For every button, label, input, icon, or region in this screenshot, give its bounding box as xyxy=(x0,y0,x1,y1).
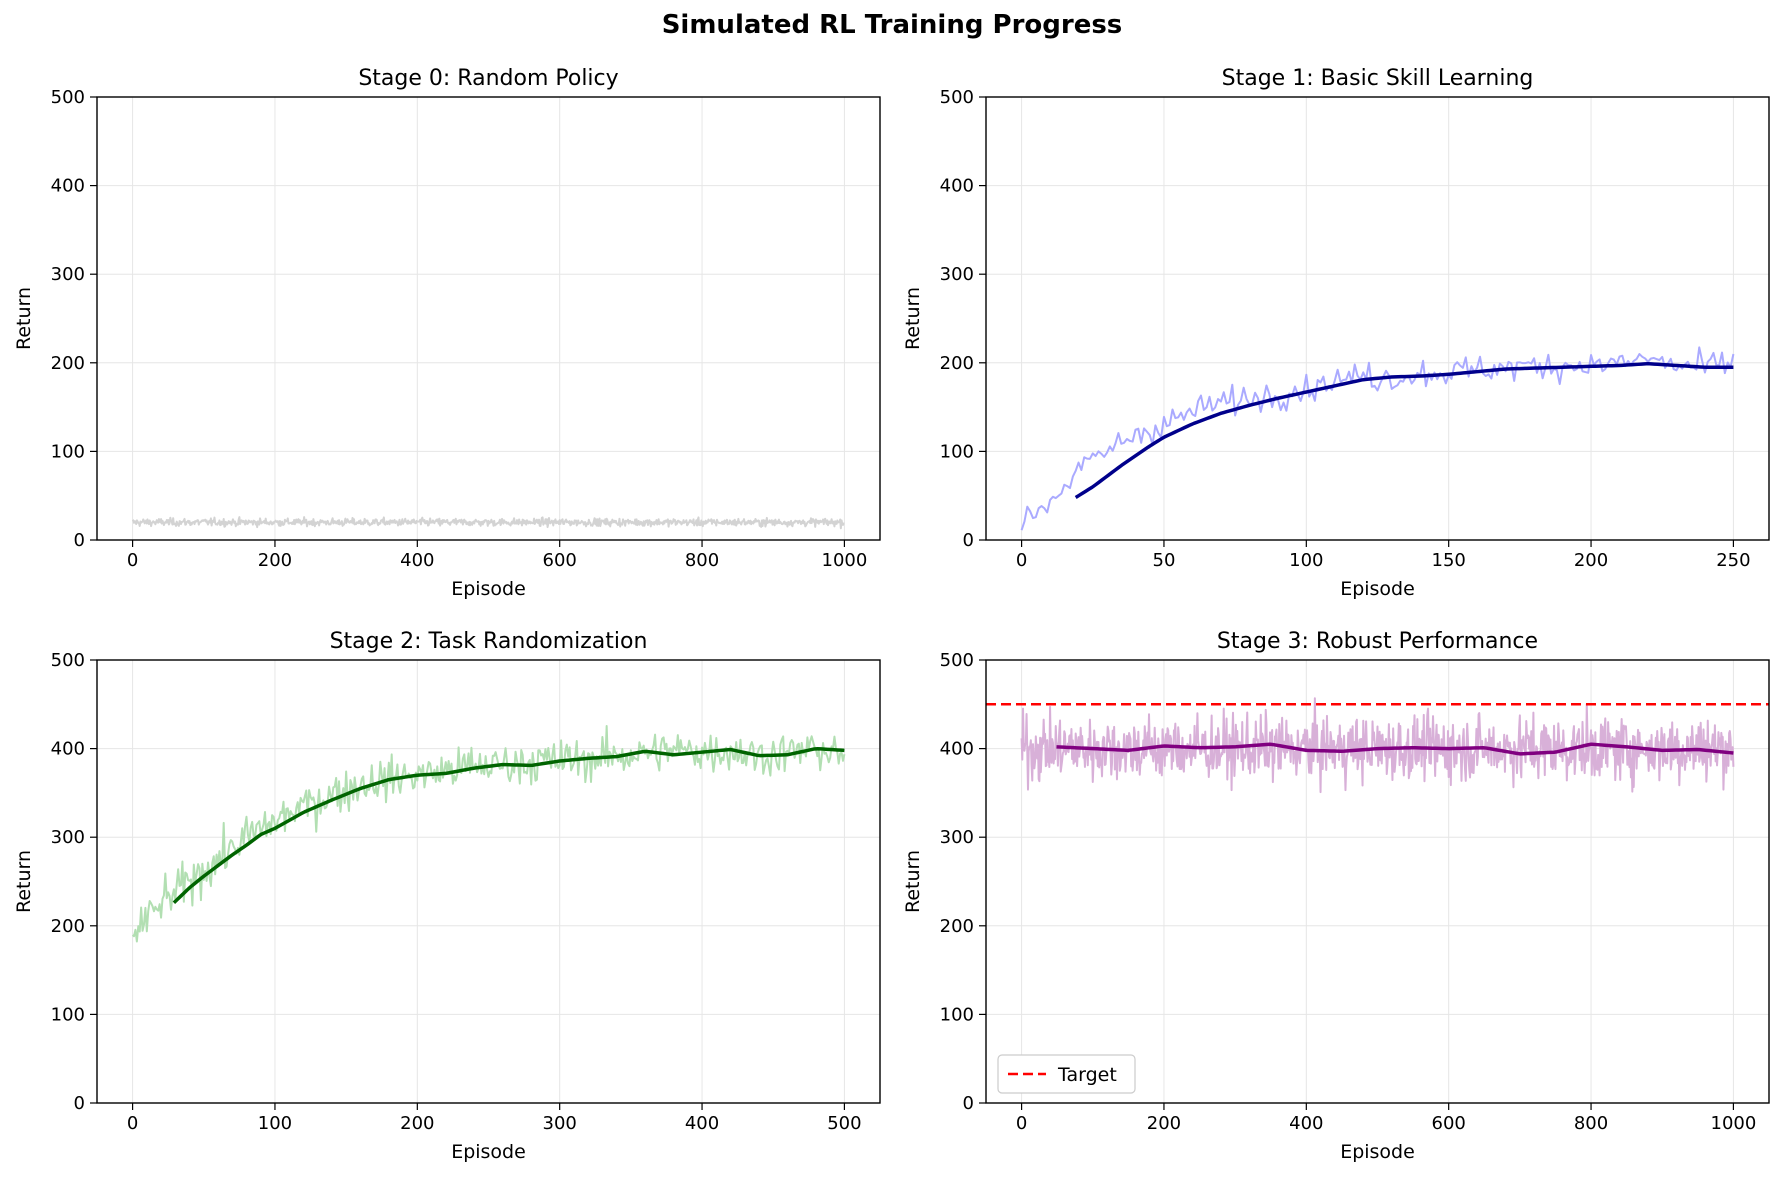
axes-frame xyxy=(985,659,1770,1104)
x-tick-label: 400 xyxy=(400,550,434,571)
x-tick-label: 800 xyxy=(1574,1113,1608,1134)
y-axis-label: Return xyxy=(902,287,924,350)
x-tick-label: 800 xyxy=(685,550,719,571)
smoothed-return-line xyxy=(1056,742,1734,756)
x-tick-label: 250 xyxy=(1716,550,1750,571)
y-tick-label: 300 xyxy=(51,264,85,285)
subplot-title: Stage 2: Task Randomization xyxy=(330,629,648,654)
raw-return-line xyxy=(131,516,845,530)
plot-area xyxy=(131,516,845,530)
axes-frame xyxy=(96,659,881,1104)
y-axis-label: Return xyxy=(13,287,35,350)
y-tick-label: 300 xyxy=(940,264,974,285)
y-tick-label: 200 xyxy=(940,916,974,937)
y-tick-label: 100 xyxy=(51,1004,85,1025)
smoothed-return-line xyxy=(172,746,845,905)
y-tick-label: 500 xyxy=(940,650,974,671)
x-tick-label: 600 xyxy=(543,550,577,571)
y-tick-label: 0 xyxy=(963,530,974,551)
x-tick-label: 1000 xyxy=(822,550,868,571)
x-tick-label: 200 xyxy=(1574,550,1608,571)
x-tick-label: 200 xyxy=(400,1113,434,1134)
x-tick-label: 100 xyxy=(1289,550,1323,571)
y-tick-label: 400 xyxy=(51,176,85,197)
smoothed-return-line xyxy=(1074,361,1734,499)
raw-return-line xyxy=(1020,346,1735,531)
y-tick-label: 500 xyxy=(940,87,974,108)
y-axis-label: Return xyxy=(902,850,924,913)
x-axis-label: Episode xyxy=(451,578,526,600)
axes-frame xyxy=(985,96,1770,541)
raw-return-line xyxy=(1020,697,1735,794)
y-tick-label: 200 xyxy=(51,353,85,374)
y-tick-label: 100 xyxy=(51,441,85,462)
y-tick-label: 100 xyxy=(940,441,974,462)
x-tick-label: 0 xyxy=(127,550,138,571)
subplot-title: Stage 1: Basic Skill Learning xyxy=(1222,66,1534,91)
x-tick-label: 0 xyxy=(1016,550,1027,571)
y-tick-label: 100 xyxy=(940,1004,974,1025)
plot-area xyxy=(986,697,1769,794)
x-tick-label: 150 xyxy=(1432,550,1466,571)
x-axis-label: Episode xyxy=(1340,1141,1415,1163)
x-tick-label: 200 xyxy=(258,550,292,571)
legend-target-label: Target xyxy=(1057,1064,1117,1086)
subplot-2: 0 100 200 300 400 500 0 100 200 300 400 500 Stage 2:… xyxy=(13,629,881,1163)
x-axis-label: Episode xyxy=(451,1141,526,1163)
x-tick-label: 100 xyxy=(258,1113,292,1134)
y-tick-label: 400 xyxy=(51,739,85,760)
y-tick-label: 300 xyxy=(940,827,974,848)
x-tick-label: 0 xyxy=(1016,1113,1027,1134)
y-tick-label: 500 xyxy=(51,650,85,671)
y-tick-label: 500 xyxy=(51,87,85,108)
x-tick-label: 0 xyxy=(127,1113,138,1134)
x-axis-label: Episode xyxy=(1340,578,1415,600)
y-tick-label: 400 xyxy=(940,176,974,197)
subplot-title: Stage 3: Robust Performance xyxy=(1217,629,1538,654)
y-tick-label: 300 xyxy=(51,827,85,848)
raw-return-line xyxy=(131,725,846,943)
x-tick-label: 50 xyxy=(1153,550,1176,571)
subplot-0: 0 200 400 600 800 1000 0 100 200 300 400 500 Stage 0… xyxy=(13,66,881,600)
y-tick-label: 0 xyxy=(74,530,85,551)
legend-box xyxy=(997,1054,1136,1094)
y-tick-label: 400 xyxy=(940,739,974,760)
y-tick-label: 200 xyxy=(940,353,974,374)
figure-title: Simulated RL Training Progress xyxy=(661,10,1123,40)
x-tick-label: 200 xyxy=(1147,1113,1181,1134)
x-tick-label: 300 xyxy=(543,1113,577,1134)
y-tick-label: 200 xyxy=(51,916,85,937)
subplot-1: 0 50 100 150 200 250 0 100 200 300 400 500 Stage 1: … xyxy=(902,66,1770,600)
x-tick-label: 500 xyxy=(827,1113,861,1134)
y-axis-label: Return xyxy=(13,850,35,913)
x-tick-label: 600 xyxy=(1432,1113,1466,1134)
axes-frame xyxy=(96,96,881,541)
subplot-title: Stage 0: Random Policy xyxy=(358,66,618,91)
y-tick-label: 0 xyxy=(963,1093,974,1114)
x-tick-label: 400 xyxy=(1289,1113,1323,1134)
plot-area xyxy=(131,725,846,943)
subplot-3: 0 200 400 600 800 1000 0 100 200 300 400 500 Stage 3… xyxy=(902,629,1770,1163)
y-tick-label: 0 xyxy=(74,1093,85,1114)
plot-area xyxy=(1020,346,1735,531)
x-tick-label: 1000 xyxy=(1711,1113,1757,1134)
x-tick-label: 400 xyxy=(685,1113,719,1134)
